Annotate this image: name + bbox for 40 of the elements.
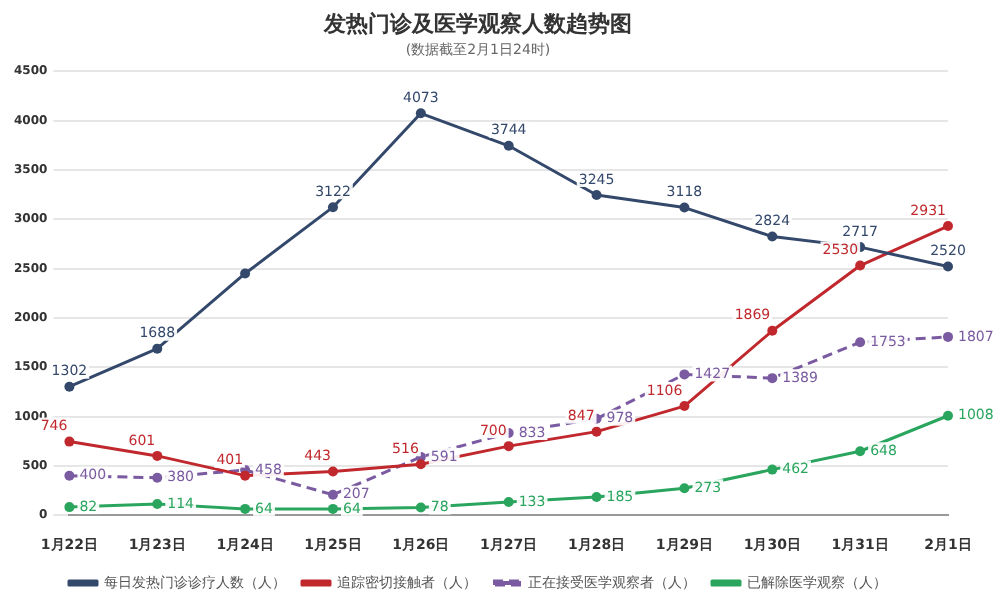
point: [943, 331, 953, 342]
point: [503, 497, 514, 508]
point: [64, 470, 75, 481]
point: [679, 401, 690, 412]
point: [767, 373, 778, 384]
point: [943, 221, 953, 232]
point: [327, 489, 338, 500]
point: [679, 483, 690, 494]
point: [767, 464, 778, 475]
point: [503, 140, 514, 151]
point: [64, 381, 75, 392]
point: [327, 202, 338, 213]
chart-title: 发热门诊及医学观察人数趋势图: [322, 10, 632, 37]
point: [152, 498, 163, 509]
point: [240, 470, 251, 481]
point: [679, 202, 690, 213]
point: [152, 450, 163, 461]
point: [415, 459, 426, 470]
point: [64, 502, 75, 513]
point: [855, 260, 866, 271]
point: [240, 268, 251, 279]
point: [767, 325, 778, 336]
point: [327, 503, 338, 514]
point: [943, 261, 953, 272]
point: [591, 491, 602, 502]
point: [855, 446, 866, 457]
point: [240, 503, 251, 514]
point: [415, 502, 426, 513]
point: [64, 436, 75, 447]
point: [591, 190, 602, 201]
point: [679, 369, 690, 380]
point: [767, 231, 778, 242]
point: [415, 108, 426, 119]
point: [591, 426, 602, 437]
point: [503, 441, 514, 452]
point: [943, 410, 953, 421]
point: [327, 466, 338, 477]
point: [855, 337, 866, 348]
point: [152, 472, 163, 483]
point: [152, 343, 163, 354]
